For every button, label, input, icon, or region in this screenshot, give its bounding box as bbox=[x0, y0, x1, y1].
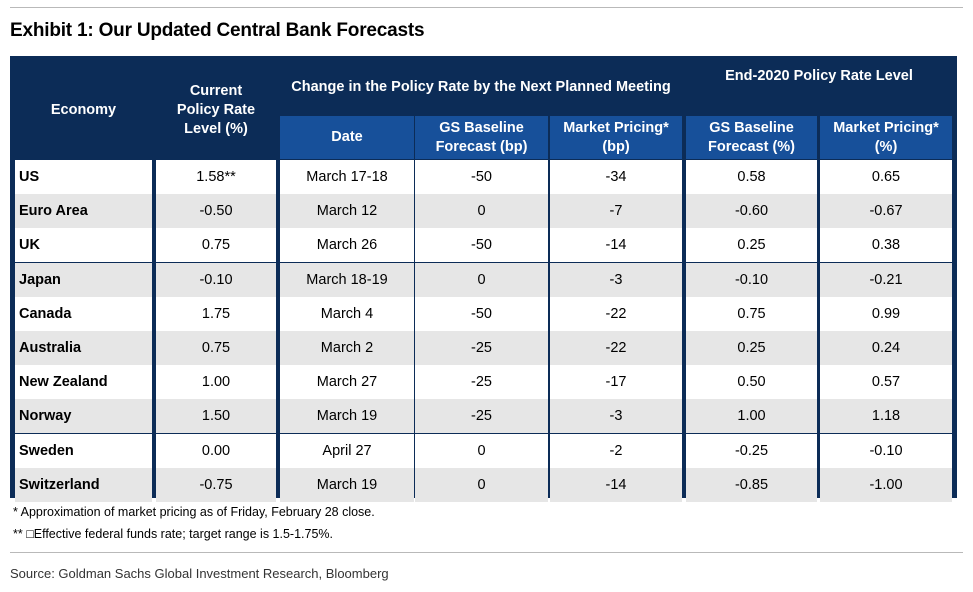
cell-date: March 19 bbox=[280, 399, 414, 434]
cell-current-rate: -0.75 bbox=[156, 467, 276, 502]
cell-gs-level: 0.25 bbox=[686, 331, 817, 365]
cell-market-change: -22 bbox=[550, 331, 682, 365]
cell-market-level: -1.00 bbox=[820, 467, 952, 502]
header-economy: Economy bbox=[15, 61, 152, 159]
header-end2020-group: End-2020 Policy Rate Level bbox=[686, 61, 952, 113]
cell-market-change: -7 bbox=[550, 194, 682, 229]
cell-current-rate: 0.75 bbox=[156, 331, 276, 365]
header-market-level: Market Pricing* (%) bbox=[820, 116, 952, 159]
cell-date: March 17-18 bbox=[280, 160, 414, 194]
cell-gs-level: 0.50 bbox=[686, 365, 817, 400]
table-row: Norway 1.50 March 19 -25 -3 1.00 1.18 bbox=[10, 399, 957, 434]
top-rule bbox=[10, 7, 963, 8]
cell-gs-level: 0.58 bbox=[686, 160, 817, 194]
cell-gs-change: -50 bbox=[415, 160, 548, 194]
table-row: Canada 1.75 March 4 -50 -22 0.75 0.99 bbox=[10, 296, 957, 331]
bottom-rule bbox=[10, 552, 963, 553]
header-change-group: Change in the Policy Rate by the Next Pl… bbox=[280, 61, 682, 113]
cell-date: March 26 bbox=[280, 228, 414, 263]
cell-gs-change: 0 bbox=[415, 262, 548, 297]
table-row: Japan -0.10 March 18-19 0 -3 -0.10 -0.21 bbox=[10, 262, 957, 297]
cell-economy: New Zealand bbox=[15, 365, 152, 400]
cell-date: April 27 bbox=[280, 433, 414, 468]
cell-market-level: -0.10 bbox=[820, 433, 952, 468]
table-row: New Zealand 1.00 March 27 -25 -17 0.50 0.57 bbox=[10, 365, 957, 400]
cell-gs-change: -25 bbox=[415, 331, 548, 365]
cell-market-change: -14 bbox=[550, 467, 682, 502]
cell-date: March 19 bbox=[280, 467, 414, 502]
cell-gs-level: 0.25 bbox=[686, 228, 817, 263]
cell-gs-change: -25 bbox=[415, 365, 548, 400]
cell-gs-change: -50 bbox=[415, 296, 548, 331]
cell-current-rate: -0.10 bbox=[156, 262, 276, 297]
cell-date: March 12 bbox=[280, 194, 414, 229]
table-row: Sweden 0.00 April 27 0 -2 -0.25 -0.10 bbox=[10, 433, 957, 468]
cell-market-change: -34 bbox=[550, 160, 682, 194]
cell-market-level: 0.38 bbox=[820, 228, 952, 263]
cell-gs-change: 0 bbox=[415, 194, 548, 229]
cell-current-rate: -0.50 bbox=[156, 194, 276, 229]
cell-gs-level: 1.00 bbox=[686, 399, 817, 434]
cell-market-level: 0.57 bbox=[820, 365, 952, 400]
header-current-rate: Current Policy Rate Level (%) bbox=[156, 61, 276, 159]
cell-market-level: -0.67 bbox=[820, 194, 952, 229]
table-row: Switzerland -0.75 March 19 0 -14 -0.85 -1.00 bbox=[10, 467, 957, 502]
table-row: Euro Area -0.50 March 12 0 -7 -0.60 -0.67 bbox=[10, 194, 957, 229]
cell-gs-change: -50 bbox=[415, 228, 548, 263]
cell-economy: Australia bbox=[15, 331, 152, 365]
cell-current-rate: 0.00 bbox=[156, 433, 276, 468]
cell-economy: Canada bbox=[15, 296, 152, 331]
cell-date: March 4 bbox=[280, 296, 414, 331]
cell-current-rate: 1.00 bbox=[156, 365, 276, 400]
source-note: Source: Goldman Sachs Global Investment … bbox=[10, 566, 389, 581]
cell-gs-level: -0.25 bbox=[686, 433, 817, 468]
cell-current-rate: 1.58** bbox=[156, 160, 276, 194]
header-gs-change: GS Baseline Forecast (bp) bbox=[415, 116, 548, 159]
cell-market-change: -2 bbox=[550, 433, 682, 468]
cell-economy: Norway bbox=[15, 399, 152, 434]
cell-market-level: -0.21 bbox=[820, 262, 952, 297]
cell-gs-change: 0 bbox=[415, 433, 548, 468]
footnote-market-pricing: * Approximation of market pricing as of … bbox=[13, 505, 375, 519]
header-gs-level: GS Baseline Forecast (%) bbox=[686, 116, 817, 159]
cell-current-rate: 1.50 bbox=[156, 399, 276, 434]
cell-gs-change: -25 bbox=[415, 399, 548, 434]
cell-economy: UK bbox=[15, 228, 152, 263]
cell-economy: US bbox=[15, 160, 152, 194]
cell-market-change: -22 bbox=[550, 296, 682, 331]
cell-market-change: -14 bbox=[550, 228, 682, 263]
cell-market-level: 0.24 bbox=[820, 331, 952, 365]
cell-economy: Sweden bbox=[15, 433, 152, 468]
cell-gs-level: -0.10 bbox=[686, 262, 817, 297]
table-row: UK 0.75 March 26 -50 -14 0.25 0.38 bbox=[10, 228, 957, 263]
cell-date: March 27 bbox=[280, 365, 414, 400]
cell-gs-change: 0 bbox=[415, 467, 548, 502]
cell-economy: Euro Area bbox=[15, 194, 152, 229]
cell-gs-level: -0.85 bbox=[686, 467, 817, 502]
exhibit-title: Exhibit 1: Our Updated Central Bank Fore… bbox=[10, 20, 425, 41]
cell-current-rate: 0.75 bbox=[156, 228, 276, 263]
cell-gs-level: -0.60 bbox=[686, 194, 817, 229]
cell-market-level: 0.65 bbox=[820, 160, 952, 194]
header-market-change: Market Pricing* (bp) bbox=[550, 116, 682, 159]
table-row: US 1.58** March 17-18 -50 -34 0.58 0.65 bbox=[10, 160, 957, 194]
cell-economy: Japan bbox=[15, 262, 152, 297]
cell-gs-level: 0.75 bbox=[686, 296, 817, 331]
cell-market-change: -17 bbox=[550, 365, 682, 400]
cell-economy: Switzerland bbox=[15, 467, 152, 502]
cell-market-level: 1.18 bbox=[820, 399, 952, 434]
cell-current-rate: 1.75 bbox=[156, 296, 276, 331]
cell-market-level: 0.99 bbox=[820, 296, 952, 331]
cell-market-change: -3 bbox=[550, 262, 682, 297]
cell-date: March 2 bbox=[280, 331, 414, 365]
cell-date: March 18-19 bbox=[280, 262, 414, 297]
footnote-effective-rate: ** □Effective federal funds rate; target… bbox=[13, 527, 334, 541]
cell-market-change: -3 bbox=[550, 399, 682, 434]
table-row: Australia 0.75 March 2 -25 -22 0.25 0.24 bbox=[10, 331, 957, 365]
header-date: Date bbox=[280, 116, 414, 159]
forecast-table: Economy Current Policy Rate Level (%) Ch… bbox=[10, 56, 957, 502]
